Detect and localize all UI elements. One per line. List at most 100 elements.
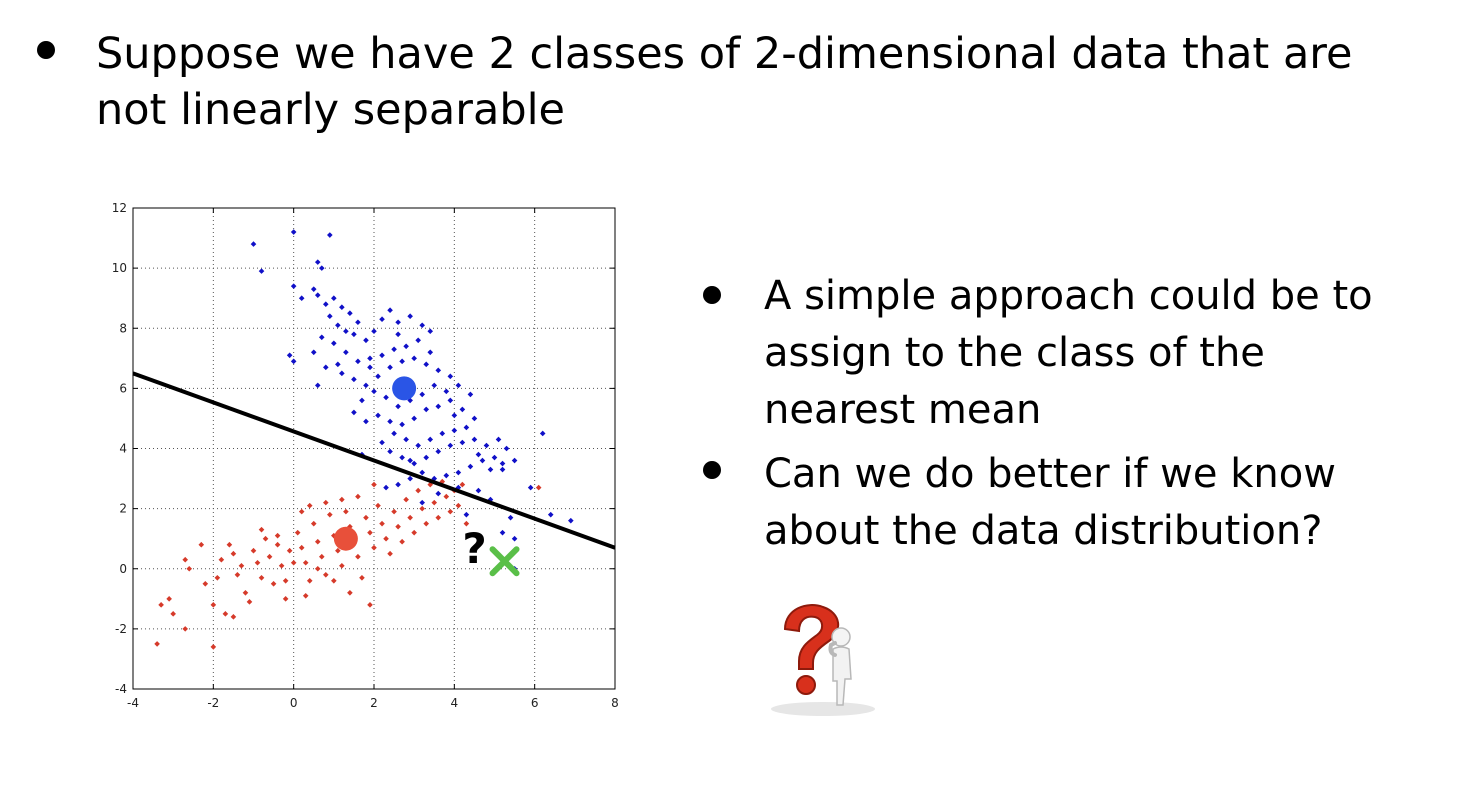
red-class-point — [154, 641, 160, 647]
blue-class-point — [314, 292, 321, 298]
blue-class-point — [399, 358, 405, 365]
y-tick-label: -4 — [115, 682, 127, 696]
blue-class-point — [419, 391, 425, 398]
red-class-point — [230, 550, 237, 557]
blue-class-point — [463, 424, 470, 431]
blue-class-point — [479, 457, 486, 464]
blue-class-point — [447, 442, 454, 449]
blue-class-point — [314, 382, 321, 389]
blue-class-point — [318, 265, 325, 271]
blue-class-point — [403, 436, 409, 443]
red-class-point — [399, 538, 405, 545]
blue-class-point — [391, 346, 397, 353]
blue-class-point — [423, 361, 430, 368]
blue-class-point — [323, 364, 329, 371]
red-class-point — [170, 611, 176, 617]
blue-class-point — [439, 430, 446, 437]
red-class-point — [274, 532, 281, 539]
red-class-point — [290, 559, 297, 566]
red-class-point — [214, 574, 221, 581]
red-class-point — [323, 499, 329, 506]
blue-class-point — [351, 331, 357, 338]
blue-class-point — [351, 376, 357, 383]
y-tick-label: 10 — [112, 261, 127, 275]
blue-class-point — [503, 445, 510, 452]
bullet-dot-2 — [703, 461, 721, 479]
blue-class-point — [387, 364, 393, 371]
red-class-point — [266, 553, 273, 560]
blue-class-point — [475, 451, 482, 458]
red-class-point — [339, 562, 345, 569]
blue-class-point — [395, 319, 401, 326]
blue-class-point — [447, 397, 454, 404]
red-class-point — [226, 541, 233, 548]
blue-class-point — [459, 406, 466, 413]
red-class-point — [318, 553, 325, 560]
red-class-point — [262, 535, 269, 542]
red-class-point — [306, 502, 313, 509]
red-mean-point — [333, 526, 358, 551]
red-class-point — [535, 484, 542, 491]
blue-mean-point — [392, 376, 417, 401]
blue-class-point — [451, 427, 458, 434]
red-class-point — [391, 508, 397, 515]
red-class-point — [258, 574, 265, 581]
blue-class-point — [423, 454, 430, 461]
blue-class-point — [455, 382, 462, 389]
red-class-point — [222, 611, 229, 617]
blue-class-point — [435, 448, 442, 455]
main-bullet-text: Suppose we have 2 classes of 2-dimension… — [96, 29, 1353, 135]
red-class-point — [371, 481, 377, 488]
red-class-point — [447, 508, 454, 515]
class-means — [333, 376, 417, 551]
red-class-point — [323, 571, 329, 578]
y-tick-label: 6 — [119, 381, 127, 395]
blue-class-point — [367, 364, 373, 371]
blue-class-point — [423, 406, 430, 413]
blue-class-point — [335, 361, 341, 368]
blue-class-point — [419, 322, 425, 329]
blue-class-point — [314, 259, 321, 265]
decision-line-group — [132, 371, 616, 550]
red-class-point — [310, 520, 317, 527]
red-class-point — [427, 481, 434, 488]
blue-class-point — [435, 490, 442, 497]
red-class-point — [286, 547, 293, 554]
blue-class-point — [403, 343, 409, 350]
x-tick-label: -2 — [207, 696, 219, 710]
blue-class-point — [395, 481, 401, 488]
blue-class-point — [499, 529, 506, 536]
blue-class-point — [290, 358, 297, 365]
blue-class-point — [539, 430, 546, 437]
red-class-point — [234, 571, 241, 578]
red-class-point — [294, 529, 301, 536]
blue-class-point — [419, 469, 425, 476]
red-class-point — [423, 520, 430, 527]
blue-class-point — [411, 460, 417, 467]
query-point-group: ? — [462, 524, 520, 577]
chart-grid — [133, 208, 615, 689]
blue-class-point — [568, 517, 574, 524]
blue-class-point — [367, 355, 373, 362]
blue-class-point — [290, 229, 297, 235]
blue-class-point — [379, 439, 385, 446]
red-class-point — [411, 529, 417, 536]
blue-class-point — [371, 328, 377, 335]
blue-class-point — [379, 316, 385, 323]
red-class-point — [246, 599, 253, 605]
side-bullet-1-text: A simple approach could be to assign to … — [764, 273, 1373, 433]
red-class-point — [278, 562, 285, 569]
blue-class-point — [411, 355, 417, 362]
blue-class-point — [347, 310, 353, 317]
red-class-point — [367, 602, 373, 608]
data-points — [154, 229, 574, 650]
red-class-point — [431, 499, 438, 506]
blue-class-point — [527, 484, 534, 491]
query-cross-stroke — [489, 546, 520, 577]
y-tick-label: 12 — [112, 201, 127, 215]
bullet-dot-main — [37, 41, 55, 59]
blue-class-point — [335, 322, 341, 329]
blue-class-point — [343, 349, 349, 356]
blue-class-point — [471, 415, 478, 422]
blue-class-point — [290, 283, 297, 289]
